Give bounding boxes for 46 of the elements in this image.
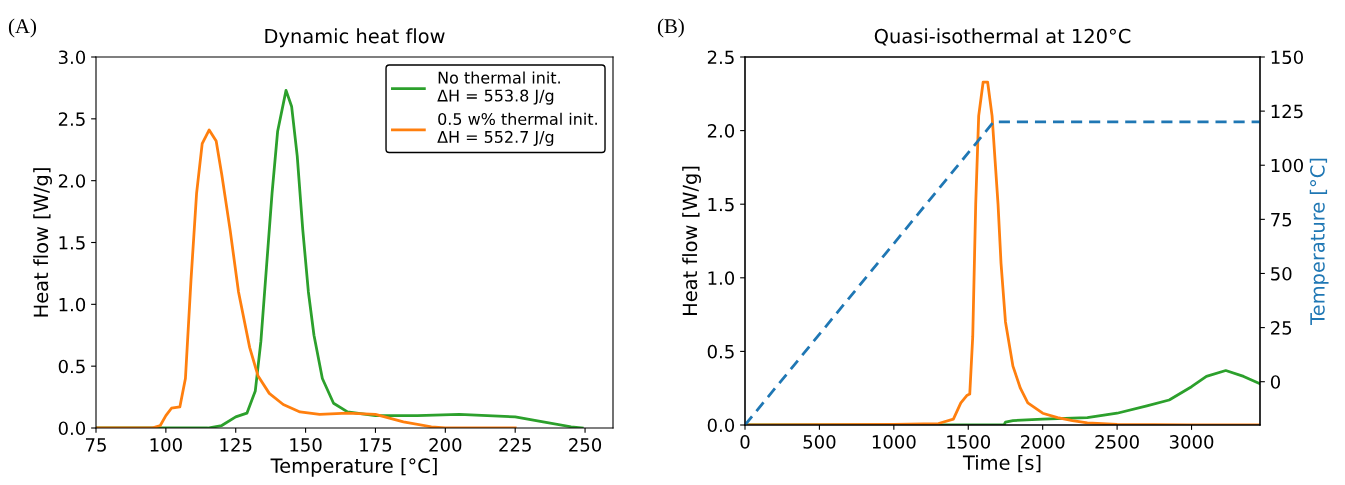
y-tick-label: 0.5 (707, 344, 734, 359)
x-axis-title: Temperature [°C] (270, 457, 437, 477)
x-tick-label: 125 (220, 438, 252, 452)
y2-tick-label: 0 (1270, 375, 1281, 389)
x-tick-label: 200 (429, 438, 462, 452)
y-tick-label: 2.5 (58, 112, 85, 126)
x-tick-label: 250 (569, 438, 602, 452)
y-tick-label: 1.5 (59, 236, 85, 250)
y-tick-label: 3.0 (58, 50, 86, 65)
x-tick-label: 100 (150, 438, 182, 452)
x-tick-label: 2000 (1021, 435, 1065, 449)
x-tick-label: 0 (740, 435, 750, 449)
y-tick-label: 2.0 (58, 174, 86, 188)
y2-axis-title: Temperature [°C] (1309, 158, 1329, 325)
x-tick-label: 3000 (1169, 435, 1214, 449)
y-tick-label: 2.0 (707, 124, 735, 138)
y-axis-title: Heat flow [W/g] (33, 168, 53, 317)
y-axis-title: Heat flow [W/g] (682, 166, 702, 315)
y2-tick-label: 125 (1271, 104, 1303, 119)
x-tick-label: 225 (499, 438, 531, 452)
y2-tick-label: 75 (1271, 213, 1292, 227)
y-tick-label: 1.0 (59, 297, 86, 312)
x-tick-label: 175 (360, 438, 392, 452)
x-tick-label: 1000 (872, 435, 916, 449)
y-tick-label: 0.0 (707, 418, 735, 433)
x-tick-label: 2500 (1095, 435, 1139, 449)
x-axis-title: Time [s] (962, 454, 1041, 473)
y-tick-label: 0.0 (58, 421, 86, 436)
y2-tick-label: 150 (1271, 50, 1303, 65)
x-tick-label: 75 (85, 438, 106, 452)
y2-tick-label: 50 (1271, 266, 1292, 281)
y-tick-label: 2.5 (707, 50, 734, 65)
x-tick-label: 150 (290, 438, 322, 452)
text: (B) (657, 18, 684, 38)
y-tick-label: 0.5 (58, 359, 85, 374)
x-tick-label: 500 (803, 435, 836, 449)
y-tick-label: 1.5 (708, 197, 734, 212)
x-tick-label: 1500 (947, 435, 991, 449)
y2-tick-label: 100 (1271, 158, 1303, 173)
legend-label: 0.5 w% thermal init. ΔH = 552.7 J/g (437, 112, 597, 147)
y2-tick-label: 25 (1271, 321, 1292, 335)
chart-title: Dynamic heat flow (265, 28, 445, 48)
legend-label: No thermal init. ΔH = 553.8 J/g (437, 71, 560, 105)
chart-title: Quasi-isothermal at 120°C (874, 28, 1131, 46)
y-tick-label: 1.0 (708, 271, 735, 285)
text: (A) (8, 18, 36, 38)
